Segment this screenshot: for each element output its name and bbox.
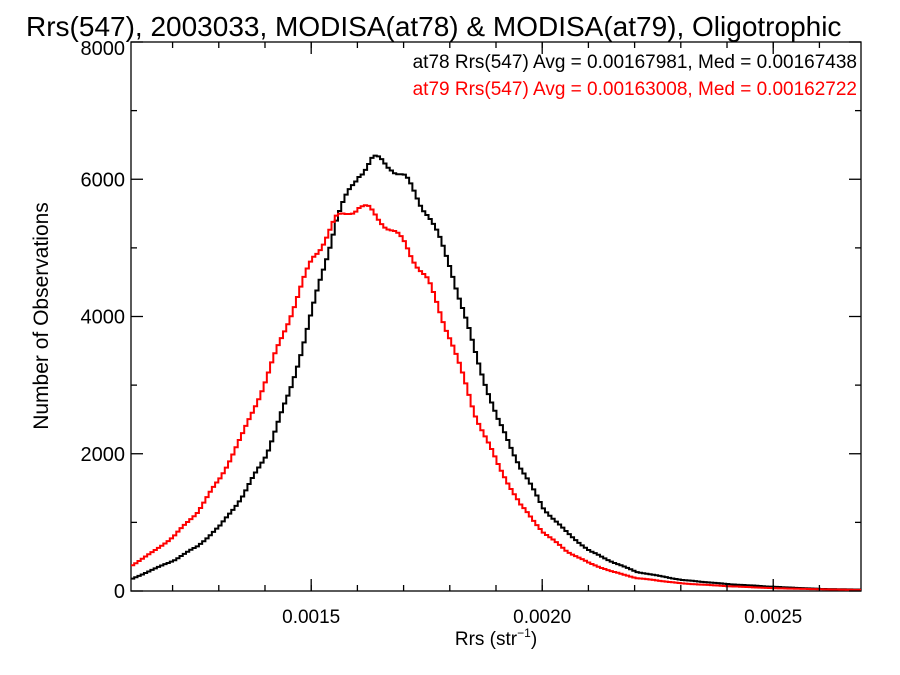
x-axis-label: Rrs (str−1) bbox=[455, 626, 537, 650]
x-axis-label-sup: −1 bbox=[517, 626, 531, 640]
x-tick-label: 0.0020 bbox=[513, 607, 571, 628]
series-line-0 bbox=[131, 154, 861, 591]
y-tick-label: 4000 bbox=[81, 307, 126, 329]
annotation-at79: at79 Rrs(547) Avg = 0.00163008, Med = 0.… bbox=[413, 79, 857, 100]
x-axis-label-main: Rrs (str bbox=[455, 629, 518, 650]
plot-frame bbox=[130, 41, 862, 592]
y-axis-label: Number of Observations bbox=[30, 202, 53, 430]
chart-title: Rrs(547), 2003033, MODISA(at78) & MODISA… bbox=[26, 11, 841, 42]
axis-layer: 0 2000 4000 6000 8000 0.0015 0.0020 0.0025 bbox=[81, 38, 861, 628]
y-tick-label: 0 bbox=[114, 581, 125, 603]
x-axis-label-end: ) bbox=[531, 629, 537, 650]
series-layer bbox=[131, 154, 861, 591]
x-tick-label: 0.0015 bbox=[282, 607, 340, 628]
y-tick-label: 8000 bbox=[81, 38, 126, 60]
series-line-1 bbox=[131, 204, 861, 591]
annotation-at78: at78 Rrs(547) Avg = 0.00167981, Med = 0.… bbox=[413, 52, 857, 73]
plot-area: 0 2000 4000 6000 8000 0.0015 0.0020 0.0025 bbox=[81, 38, 862, 628]
x-tick-label: 0.0025 bbox=[744, 607, 802, 628]
y-tick-label: 2000 bbox=[81, 444, 126, 466]
y-tick-label: 6000 bbox=[81, 169, 126, 191]
